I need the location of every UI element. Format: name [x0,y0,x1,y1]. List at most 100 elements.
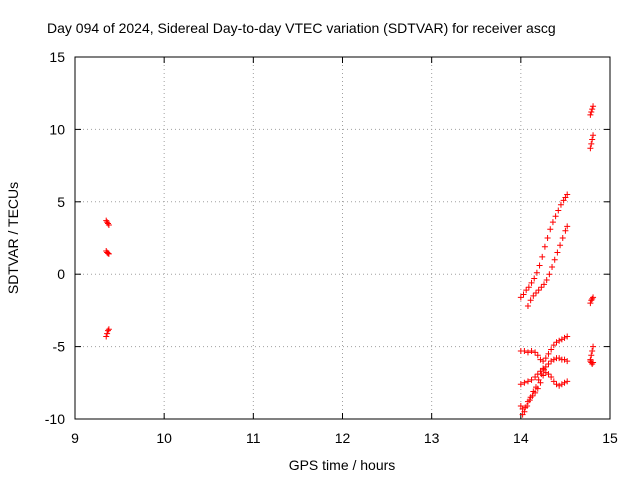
data-point [523,287,530,294]
data-point [532,349,539,356]
data-point [537,368,544,375]
data-point [537,356,544,363]
data-point [547,226,554,233]
data-point [105,250,112,257]
data-point [550,378,557,385]
data-point [557,201,564,208]
data-point [528,279,535,286]
data-point [545,350,552,357]
data-point [589,136,596,143]
data-point [543,276,550,283]
data-point [590,132,597,139]
data-point [521,347,528,354]
data-point [541,243,548,250]
data-point [590,294,597,301]
data-point [589,295,596,302]
x-tick-label: 13 [424,430,440,446]
data-point [589,347,596,354]
data-point [524,303,531,310]
x-tick-label: 11 [246,430,261,446]
series-arc-c [517,333,571,365]
data-point [532,290,539,297]
data-point [552,213,559,220]
data-point [535,287,542,294]
data-point [524,349,531,356]
data-point [538,284,545,291]
data-point [524,378,531,385]
series-arc-a [517,191,571,301]
y-tick-label: -5 [53,339,66,355]
data-point [548,346,555,353]
series-group-9.4-upper [103,217,112,228]
data-point [587,111,594,118]
data-point [545,360,552,367]
series-group-9.4-lower [103,326,112,340]
chart-title: Day 094 of 2024, Sidereal Day-to-day VTE… [47,20,556,36]
data-point [524,398,531,405]
y-tick-label: 0 [57,266,65,282]
data-point [546,271,553,278]
data-point [562,227,569,234]
data-point [531,275,538,282]
data-point [105,326,112,333]
data-point [528,376,535,383]
data-point [590,103,597,110]
data-point [530,292,537,299]
data-point [105,221,112,228]
data-point [528,347,535,354]
data-point [104,330,111,337]
x-tick-label: 12 [335,430,351,446]
data-point [564,223,571,230]
data-point [561,334,568,341]
series-group-14.8-upper [587,132,597,152]
data-point [588,109,595,116]
data-point [103,333,110,340]
data-point [545,371,552,378]
data-point [589,106,596,113]
data-point [542,355,549,362]
data-point [538,371,545,378]
data-point [556,355,563,362]
data-point [554,249,561,256]
data-points [103,103,597,418]
data-point [590,359,597,366]
data-point [553,381,560,388]
data-point [525,284,532,291]
data-point [559,235,566,241]
data-point [519,411,526,418]
data-point [556,382,563,389]
data-point [551,256,558,263]
data-point [533,269,540,276]
data-point [549,263,556,270]
data-point [522,404,529,411]
plot-frame [74,56,611,420]
y-tick-label: 10 [49,121,65,137]
data-point [539,253,546,260]
series-group-14.8-middle [587,294,597,307]
data-point [104,220,111,227]
y-tick-label: -10 [45,411,65,427]
series-group-9.4-middle [103,248,112,257]
data-point [555,207,562,214]
data-point [588,352,595,359]
data-point [540,358,547,365]
data-point [532,384,539,391]
series-group-14.8-bottom [587,358,597,367]
data-point [548,374,555,381]
y-tick-label: 5 [57,194,65,210]
data-point [544,235,551,241]
data-point [517,294,524,301]
data-point [558,336,565,343]
data-point [548,358,555,365]
data-point [532,374,539,381]
series-arc-b [524,223,571,310]
data-point [587,300,594,307]
data-point [557,242,564,249]
data-point [549,219,556,226]
x-tick-label: 14 [513,430,529,446]
y-axis-label: SDTVAR / TECUs [5,182,21,294]
data-point [587,145,594,152]
axis-tick-labels: 9 10 11 12 13 14 15 -10 -5 0 5 10 15 [45,49,618,446]
series-group-14.8-top [587,103,597,118]
data-point [541,366,548,373]
